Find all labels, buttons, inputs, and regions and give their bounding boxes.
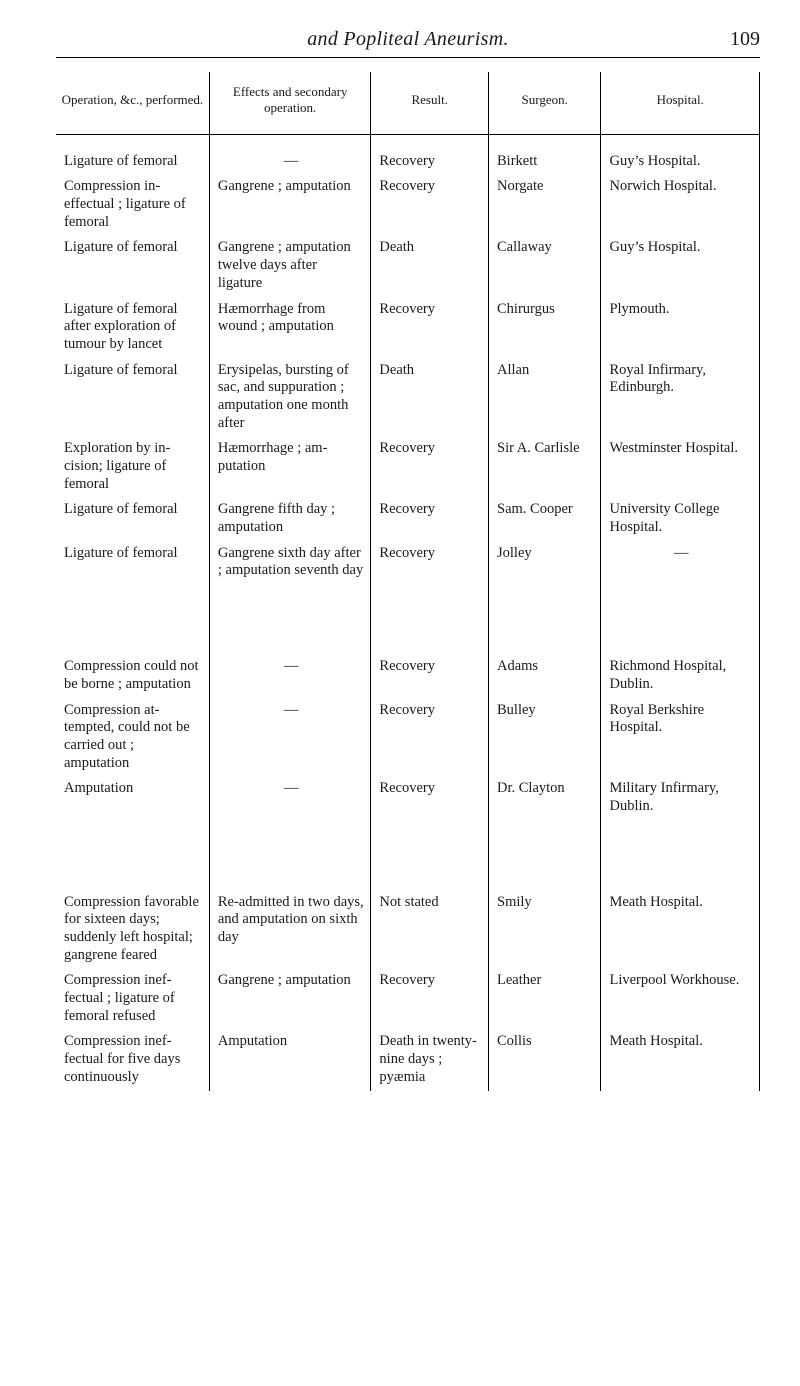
table-row: Ligature of femoral—RecoveryBirkettGuy’s… — [56, 134, 760, 174]
case-table: Operation, &c., performed. Effects and s… — [56, 72, 760, 1091]
cell-operation: Compression at­tempted, could not be car… — [56, 698, 209, 777]
cell-surgeon: Jolley — [489, 541, 601, 584]
table-row: Ligature of femoralGangrene ; amputa­tio… — [56, 235, 760, 296]
cell-operation: Ligature of femoral after exploration of… — [56, 297, 209, 358]
cell-operation: Ligature of femoral — [56, 235, 209, 296]
cell-result: Recovery — [371, 497, 489, 540]
page: and Popliteal Aneurism. 109 Operation, &… — [0, 0, 800, 1131]
cell-hospital: Norwich Hospital. — [601, 174, 760, 235]
cell-result: Not stated — [371, 890, 489, 969]
cell-surgeon: Adams — [489, 654, 601, 697]
cell-hospital: Guy’s Hospital. — [601, 235, 760, 296]
col-surgeon: Surgeon. — [489, 72, 601, 134]
running-title: and Popliteal Aneurism. — [108, 28, 708, 51]
table-row: Ligature of femoralGangrene sixth day af… — [56, 541, 760, 584]
cell-result: Death in twen­ty-nine days ; pyæmia — [371, 1029, 489, 1090]
cell-operation: Ligature of femoral — [56, 541, 209, 584]
cell-hospital: Westminster Hos­pital. — [601, 436, 760, 497]
cell-result: Recovery — [371, 698, 489, 777]
cell-surgeon: Leather — [489, 968, 601, 1029]
cell-hospital: University College Hospital. — [601, 497, 760, 540]
table-row: Ligature of femoral after exploration of… — [56, 297, 760, 358]
cell-hospital: Liverpool Work­house. — [601, 968, 760, 1029]
col-hospital: Hospital. — [601, 72, 760, 134]
cell-operation: Compression favor­able for sixteen days;… — [56, 890, 209, 969]
cell-result: Death — [371, 235, 489, 296]
cell-effects: — — [209, 134, 371, 174]
cell-result: Recovery — [371, 174, 489, 235]
head-rule — [56, 57, 760, 58]
cell-result: Death — [371, 358, 489, 437]
cell-effects: Re-admitted in two days, and amputa­tion… — [209, 890, 371, 969]
cell-hospital: Military Infirmary, Dublin. — [601, 776, 760, 819]
cell-effects: — — [209, 698, 371, 777]
cell-surgeon: Callaway — [489, 235, 601, 296]
cell-operation: Compression inef­fectual ; ligature of f… — [56, 968, 209, 1029]
table-row: Compression inef­fectual for five days c… — [56, 1029, 760, 1090]
table-header-row: Operation, &c., performed. Effects and s… — [56, 72, 760, 134]
cell-hospital: Meath Hospital. — [601, 890, 760, 969]
cell-result: Recovery — [371, 654, 489, 697]
running-head: and Popliteal Aneurism. 109 — [56, 28, 760, 51]
cell-operation: Ligature of femoral — [56, 358, 209, 437]
cell-effects: Gangrene fifth day ; amputation — [209, 497, 371, 540]
col-effects: Effects and secondary operation. — [209, 72, 371, 134]
cell-effects: Hæmorrhage from wound ; amputa­tion — [209, 297, 371, 358]
cell-surgeon: Sir A. Carlisle — [489, 436, 601, 497]
cell-effects: Gangrene ; amputa­tion twelve days after… — [209, 235, 371, 296]
cell-operation: Compression in­effectual ; ligature of f… — [56, 174, 209, 235]
col-result: Result. — [371, 72, 489, 134]
cell-surgeon: Collis — [489, 1029, 601, 1090]
cell-hospital: Royal Infirmary, Edinburgh. — [601, 358, 760, 437]
col-operation: Operation, &c., performed. — [56, 72, 209, 134]
cell-surgeon: Birkett — [489, 134, 601, 174]
cell-hospital: — — [601, 541, 760, 584]
cell-operation: Exploration by in­cision; ligature of fe… — [56, 436, 209, 497]
table-row: Compression inef­fectual ; ligature of f… — [56, 968, 760, 1029]
cell-effects: Erysipelas, bursting of sac, and suppu­r… — [209, 358, 371, 437]
cell-surgeon: Smily — [489, 890, 601, 969]
cell-surgeon: Norgate — [489, 174, 601, 235]
cell-operation: Ligature of femoral — [56, 497, 209, 540]
cell-result: Recovery — [371, 776, 489, 819]
gap-row — [56, 820, 760, 890]
cell-result: Recovery — [371, 968, 489, 1029]
table-row: Exploration by in­cision; ligature of fe… — [56, 436, 760, 497]
table-row: Compression in­effectual ; ligature of f… — [56, 174, 760, 235]
cell-effects: Gangrene sixth day after ; amputation se… — [209, 541, 371, 584]
cell-surgeon: Bulley — [489, 698, 601, 777]
cell-surgeon: Chirurgus — [489, 297, 601, 358]
table-row: Ligature of femoralErysipelas, bursting … — [56, 358, 760, 437]
cell-operation: Ligature of femoral — [56, 134, 209, 174]
cell-hospital: Meath Hospital. — [601, 1029, 760, 1090]
cell-hospital: Richmond Hospital, Dublin. — [601, 654, 760, 697]
table-row: Compression could not be borne ; am­puta… — [56, 654, 760, 697]
gap-row — [56, 584, 760, 654]
cell-hospital: Plymouth. — [601, 297, 760, 358]
cell-surgeon: Sam. Cooper — [489, 497, 601, 540]
table-row: Ligature of femoralGangrene fifth day ; … — [56, 497, 760, 540]
cell-result: Recovery — [371, 541, 489, 584]
page-number: 109 — [708, 28, 760, 51]
cell-effects: — — [209, 654, 371, 697]
cell-effects: — — [209, 776, 371, 819]
table-body: Ligature of femoral—RecoveryBirkettGuy’s… — [56, 134, 760, 1090]
cell-operation: Compression could not be borne ; am­puta… — [56, 654, 209, 697]
cell-result: Recovery — [371, 436, 489, 497]
cell-effects: Gangrene ; amputa­tion — [209, 174, 371, 235]
table-row: Amputation—RecoveryDr. ClaytonMilitary I… — [56, 776, 760, 819]
cell-operation: Amputation — [56, 776, 209, 819]
cell-result: Recovery — [371, 134, 489, 174]
table-row: Compression at­tempted, could not be car… — [56, 698, 760, 777]
cell-surgeon: Dr. Clayton — [489, 776, 601, 819]
cell-hospital: Guy’s Hospital. — [601, 134, 760, 174]
cell-operation: Compression inef­fectual for five days c… — [56, 1029, 209, 1090]
cell-effects: Hæmorrhage ; am­putation — [209, 436, 371, 497]
table-row: Compression favor­able for sixteen days;… — [56, 890, 760, 969]
cell-surgeon: Allan — [489, 358, 601, 437]
cell-result: Recovery — [371, 297, 489, 358]
cell-effects: Amputation — [209, 1029, 371, 1090]
cell-hospital: Royal Berkshire Hospital. — [601, 698, 760, 777]
cell-effects: Gangrene ; ampu­tation — [209, 968, 371, 1029]
